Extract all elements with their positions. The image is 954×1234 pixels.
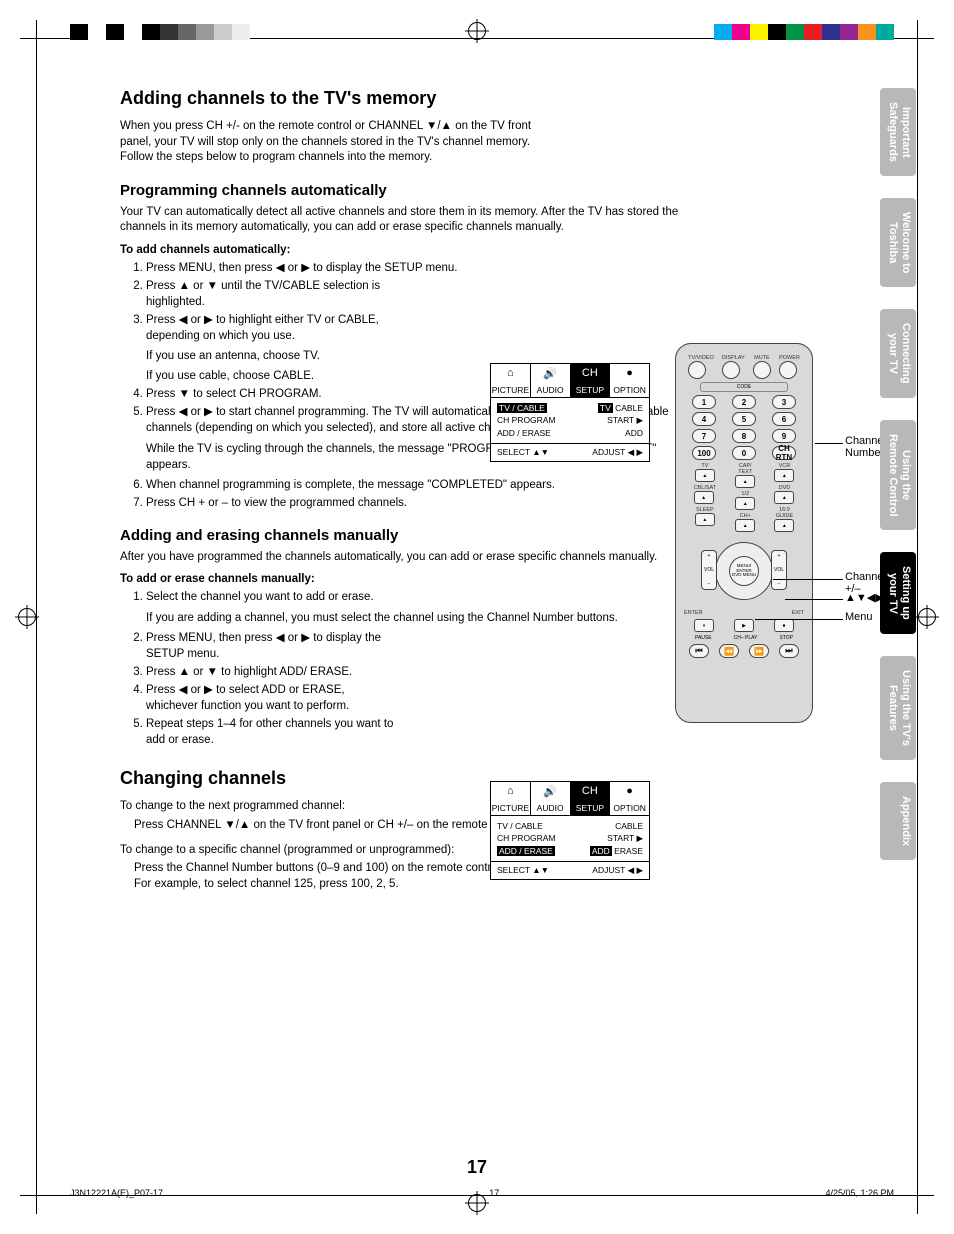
side-tab[interactable]: Connecting your TV	[880, 309, 916, 398]
subsection-intro: After you have programmed the channels a…	[120, 550, 680, 566]
osd-menu: ⌂🔊CH●PICTUREAUDIOSETUPOPTIONTV / CABLECA…	[490, 781, 650, 880]
step: Press ◀ or ▶ to select ADD or ERASE, whi…	[146, 682, 396, 714]
step: Press MENU, then press ◀ or ▶ to display…	[146, 630, 396, 662]
side-tab[interactable]: Important Safeguards	[880, 88, 916, 176]
page-content: Adding channels to the TV's memory When …	[120, 88, 904, 1174]
footer-meta: J3N12221A(E)_P07-17 17 4/25/05, 1:26 PM	[70, 1188, 894, 1198]
grayscale-bar	[70, 24, 250, 40]
subsection-intro: Your TV can automatically detect all act…	[120, 205, 680, 236]
procedure-lead: To add channels automatically:	[120, 244, 680, 256]
side-tab[interactable]: Using the Remote Control	[880, 420, 916, 531]
step: Press MENU, then press ◀ or ▶ to display…	[146, 260, 680, 276]
section-intro: When you press CH +/- on the remote cont…	[120, 119, 540, 166]
reg-mark-icon	[18, 608, 36, 626]
side-tab[interactable]: Welcome to Toshiba	[880, 198, 916, 288]
side-tab[interactable]: Setting up your TV	[880, 552, 916, 634]
osd-menu: ⌂🔊CH●PICTUREAUDIOSETUPOPTIONTV / CABLETV…	[490, 363, 650, 462]
side-tabs: Important Safeguards Welcome to Toshiba Co…	[880, 88, 916, 860]
step: Press ▲ or ▼ to highlight ADD/ ERASE.	[146, 664, 396, 680]
side-tab[interactable]: Using the TV's Features	[880, 656, 916, 760]
step: Repeat steps 1–4 for other channels you …	[146, 716, 396, 748]
procedure-lead: To add or erase channels manually:	[120, 573, 680, 585]
step: Press ▲ or ▼ until the TV/CABLE selectio…	[146, 278, 396, 310]
subsection-title: Adding and erasing channels manually	[120, 527, 680, 544]
remote-illustration: TV/VIDEODISPLAYMUTEPOWERCODE123456789100…	[675, 343, 813, 723]
step: Press CH + or – to view the programmed c…	[146, 495, 680, 511]
reg-mark-icon	[918, 608, 936, 626]
callout-label: ▲▼◀▶	[845, 591, 884, 604]
color-bar	[714, 24, 894, 40]
step: Press ◀ or ▶ to highlight either TV or C…	[146, 312, 396, 384]
section-title: Adding channels to the TV's memory	[120, 88, 680, 109]
page-number: 17	[467, 1157, 487, 1178]
procedure-steps: Select the channel you want to add or er…	[120, 589, 680, 748]
side-tab[interactable]: Appendix	[880, 782, 916, 860]
subsection-title: Programming channels automatically	[120, 182, 680, 199]
step: Select the channel you want to add or er…	[146, 589, 680, 625]
reg-mark-icon	[468, 22, 486, 40]
step: When channel programming is complete, th…	[146, 477, 680, 493]
callout-label: Menu	[845, 611, 873, 623]
